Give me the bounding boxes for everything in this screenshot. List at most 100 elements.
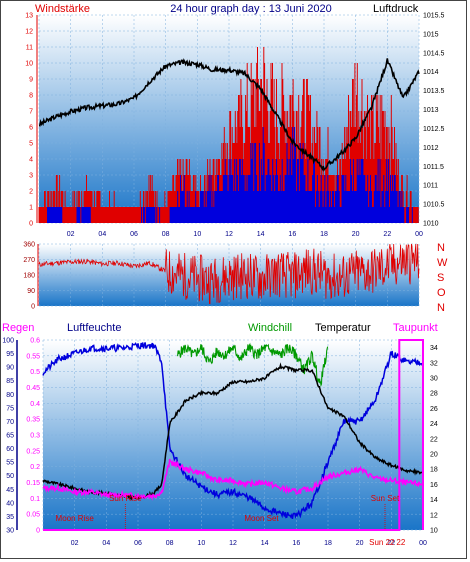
windchill-line bbox=[177, 342, 329, 388]
time-tick-label: 08 bbox=[166, 540, 174, 547]
temperature-tick-label: 10 bbox=[430, 528, 438, 535]
humidity-axis: 30 35 40 45 50 55 60 65 70 75 80 85 90 95 100 bbox=[2, 338, 18, 535]
wind-speed-tick-label: 8 bbox=[29, 93, 33, 100]
humidity-tick-label: 45 bbox=[6, 487, 14, 494]
wind-direction-tick-label: 180 bbox=[23, 273, 35, 280]
time-tick-label: 18 bbox=[324, 540, 332, 547]
annotation-label: Moon Set bbox=[244, 514, 279, 523]
wind-speed-tick-label: 9 bbox=[29, 77, 33, 84]
wind-speed-tick-label: 5 bbox=[29, 141, 33, 148]
pressure-tick-label: 1014.5 bbox=[423, 50, 445, 57]
humidity-tick-label: 50 bbox=[6, 473, 14, 480]
time-tick-label: 16 bbox=[292, 540, 300, 547]
temperature-tick-label: 30 bbox=[430, 376, 438, 383]
temperature-tick-label: 20 bbox=[430, 452, 438, 459]
humidity-tick-label: 100 bbox=[2, 338, 14, 345]
chart-title: 24 hour graph day : 13 Juni 2020 bbox=[170, 3, 331, 15]
rain-tick-label: 0.25 bbox=[26, 448, 40, 455]
sun-moon-annotations: Sun Rise Moon Rise Moon Set Sun Set Sun 22 22 bbox=[56, 494, 406, 547]
rain-tick-label: 0 bbox=[36, 528, 40, 535]
pressure-tick-label: 1012.5 bbox=[423, 126, 445, 133]
wind-direction-tick-label: 90 bbox=[27, 288, 35, 295]
time-tick-label: 22 bbox=[383, 231, 391, 238]
rain-tick-label: 0.2 bbox=[30, 464, 40, 471]
pressure-tick-label: 1010 bbox=[423, 221, 439, 228]
rain-tick-label: 0.4 bbox=[30, 401, 40, 408]
rain-tick-label: 0.3 bbox=[30, 433, 40, 440]
wind-gust-bars bbox=[47, 127, 413, 223]
temperature-title: Temperatur bbox=[315, 322, 371, 334]
wind-speed-tick-label: 3 bbox=[29, 173, 33, 180]
pressure-tick-label: 1013.5 bbox=[423, 88, 445, 95]
temperature-tick-label: 24 bbox=[430, 421, 438, 428]
rain-tick-label: 0.45 bbox=[26, 385, 40, 392]
rain-tick-label: 0.1 bbox=[30, 496, 40, 503]
rain-axis: 0 0.05 0.1 0.15 0.2 0.25 0.3 0.35 0.4 0.45 0.5 0.55… bbox=[26, 338, 40, 535]
humidity-tick-label: 70 bbox=[6, 419, 14, 426]
wind-pressure-time-axis: 02 04 06 08 10 12 14 16 18 20 22 00 bbox=[67, 231, 423, 238]
time-tick-label: 10 bbox=[193, 231, 201, 238]
annotation-label: Sun Set bbox=[371, 494, 400, 503]
wind-speed-tick-label: 10 bbox=[25, 61, 33, 68]
pressure-tick-label: 1013 bbox=[423, 107, 439, 114]
temperature-tick-label: 18 bbox=[430, 467, 438, 474]
rain-tick-label: 0.55 bbox=[26, 353, 40, 360]
humidity-tick-label: 65 bbox=[6, 433, 14, 440]
compass-letter: S bbox=[437, 272, 444, 284]
annotation-label: Sun 22 bbox=[369, 538, 395, 547]
time-tick-label: 12 bbox=[229, 540, 237, 547]
wind-axis-title: Windstärke bbox=[35, 3, 90, 15]
compass-letter: O bbox=[437, 287, 446, 299]
wind-direction-tick-label: 360 bbox=[23, 242, 35, 249]
humidity-tick-label: 60 bbox=[6, 446, 14, 453]
wind-direction-axis: 0 90 180 270 360 bbox=[23, 242, 39, 311]
dewpoint-title: Taupunkt bbox=[393, 322, 438, 334]
temperature-tick-label: 34 bbox=[430, 345, 438, 352]
time-tick-label: 14 bbox=[261, 540, 269, 547]
pressure-tick-label: 1010.5 bbox=[423, 202, 445, 209]
time-tick-label: 12 bbox=[225, 231, 233, 238]
wind-pressure-series bbox=[38, 47, 420, 223]
compass-letter: N bbox=[437, 242, 445, 254]
time-tick-label: 20 bbox=[356, 540, 364, 547]
time-tick-label: 08 bbox=[162, 231, 170, 238]
time-tick-label: 06 bbox=[134, 540, 142, 547]
temperature-tick-label: 26 bbox=[430, 406, 438, 413]
annotation-label: Moon Rise bbox=[56, 514, 95, 523]
rain-tick-label: 0.6 bbox=[30, 338, 40, 345]
humidity-tick-label: 55 bbox=[6, 460, 14, 467]
time-tick-label: 16 bbox=[288, 231, 296, 238]
time-tick-label: 04 bbox=[98, 231, 106, 238]
windchill-title: Windchill bbox=[248, 322, 292, 334]
humidity-tick-label: 85 bbox=[6, 378, 14, 385]
wind-speed-tick-label: 11 bbox=[26, 45, 33, 52]
rain-tick-label: 0.15 bbox=[26, 480, 40, 487]
humidity-tick-label: 75 bbox=[6, 405, 14, 412]
wind-direction-series bbox=[38, 243, 420, 305]
temperature-tick-label: 14 bbox=[430, 497, 438, 504]
wind-speed-tick-label: 13 bbox=[25, 13, 33, 20]
wind-speed-tick-label: 12 bbox=[25, 29, 33, 36]
time-tick-label: 06 bbox=[130, 231, 138, 238]
pressure-axis: 1010 1010.5 1011 1011.5 1012 1012.5 1013 1013.5… bbox=[423, 13, 445, 228]
pressure-tick-label: 1011.5 bbox=[423, 164, 444, 171]
wind-direction-trace bbox=[38, 243, 420, 305]
temperature-tick-label: 28 bbox=[430, 391, 438, 398]
pressure-tick-label: 1012 bbox=[423, 145, 439, 152]
wind-speed-tick-label: 0 bbox=[29, 221, 33, 228]
humidity-tick-label: 80 bbox=[6, 392, 14, 399]
rain-tick-label: 0.5 bbox=[30, 369, 40, 376]
time-tick-label: 22 bbox=[387, 540, 395, 547]
pressure-tick-label: 1015.5 bbox=[423, 13, 445, 20]
time-tick-label: 04 bbox=[102, 540, 110, 547]
wind-speed-tick-label: 2 bbox=[29, 189, 33, 196]
temperature-tick-label: 22 bbox=[430, 436, 438, 443]
time-tick-label: 00 bbox=[419, 540, 427, 547]
pressure-tick-label: 1014 bbox=[423, 69, 439, 76]
wind-speed-tick-label: 4 bbox=[29, 157, 33, 164]
wind-direction-tick-label: 270 bbox=[23, 257, 35, 264]
wind-speed-tick-label: 1 bbox=[29, 205, 33, 212]
temperature-humidity-series bbox=[42, 339, 424, 531]
